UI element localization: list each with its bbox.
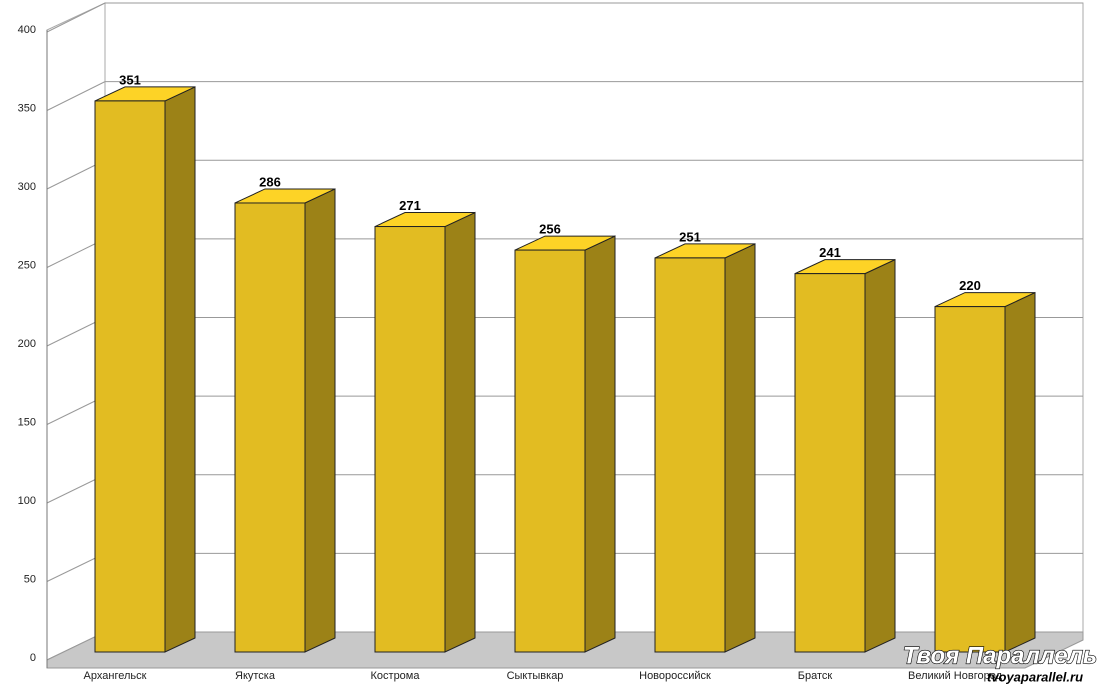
value-label: 286 [259,174,281,189]
bar [934,306,1006,653]
bar-side [1004,291,1036,653]
x-tick-label: Архангельск [84,670,147,682]
watermark-url: tvoyaparallel.ru [987,669,1083,684]
y-tick-label: 200 [18,338,36,350]
y-tick-label: 250 [18,259,36,271]
value-label: 256 [539,222,561,237]
bar [374,226,446,653]
grid-line [46,2,106,33]
y-tick-label: 50 [24,573,36,585]
x-tick-label: Великий Новгород [908,670,1003,682]
y-tick-label: 300 [18,181,36,193]
y-tick-label: 350 [18,102,36,114]
x-tick-label: Якутска [235,670,276,682]
bar [794,273,866,653]
x-tick-label: Кострома [371,670,421,682]
bar [234,202,306,653]
y-tick-label: 100 [18,495,36,507]
x-tick-label: Сыктывкар [507,670,564,682]
watermark-title: Твоя Параллель [903,642,1097,669]
bar-side [444,211,476,653]
bar [654,257,726,653]
grid-line [46,81,106,111]
y-tick-label: 0 [30,652,36,664]
value-label: 251 [679,229,701,244]
value-label: 241 [819,245,841,260]
bar [514,249,586,653]
bar-side [164,86,196,653]
bar-side [724,243,756,653]
x-tick-label: Братск [798,670,833,682]
y-tick-label: 400 [18,24,36,36]
y-tick-label: 150 [18,416,36,428]
value-label: 271 [399,198,421,213]
bar-side [304,188,336,653]
value-label: 351 [119,72,141,87]
bar-side [864,258,896,653]
x-tick-label: Новороссийск [639,670,711,682]
value-label: 220 [959,278,981,293]
bar-side [584,235,616,653]
bar [94,100,166,653]
